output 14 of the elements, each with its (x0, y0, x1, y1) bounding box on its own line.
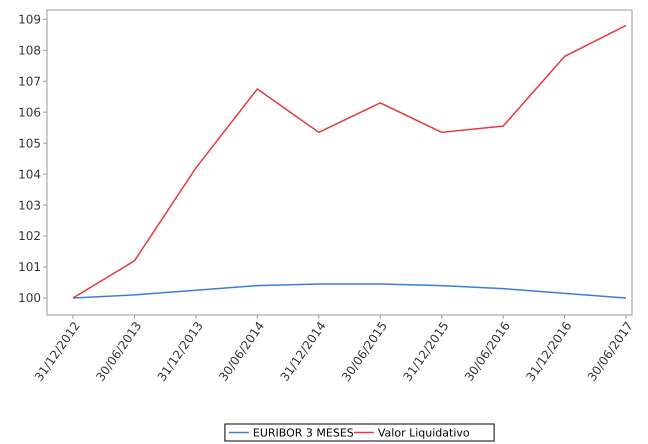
y-tick-label: 105 (18, 136, 41, 150)
legend-label: Valor Liquidativo (378, 426, 470, 440)
y-tick-label: 101 (18, 260, 41, 274)
line-series (72, 283, 627, 299)
line-series (72, 24, 627, 299)
y-tick-label: 104 (18, 167, 41, 182)
y-tick-label: 108 (18, 43, 41, 58)
y-tick-label: 109 (18, 12, 41, 26)
y-tick-label: 103 (18, 198, 41, 212)
y-tick-label: 107 (18, 74, 41, 88)
y-tick-label: 106 (18, 105, 41, 120)
y-tick-label: 100 (18, 291, 41, 306)
y-tick-label: 102 (18, 229, 41, 244)
legend-label: EURIBOR 3 MESES (252, 426, 354, 440)
